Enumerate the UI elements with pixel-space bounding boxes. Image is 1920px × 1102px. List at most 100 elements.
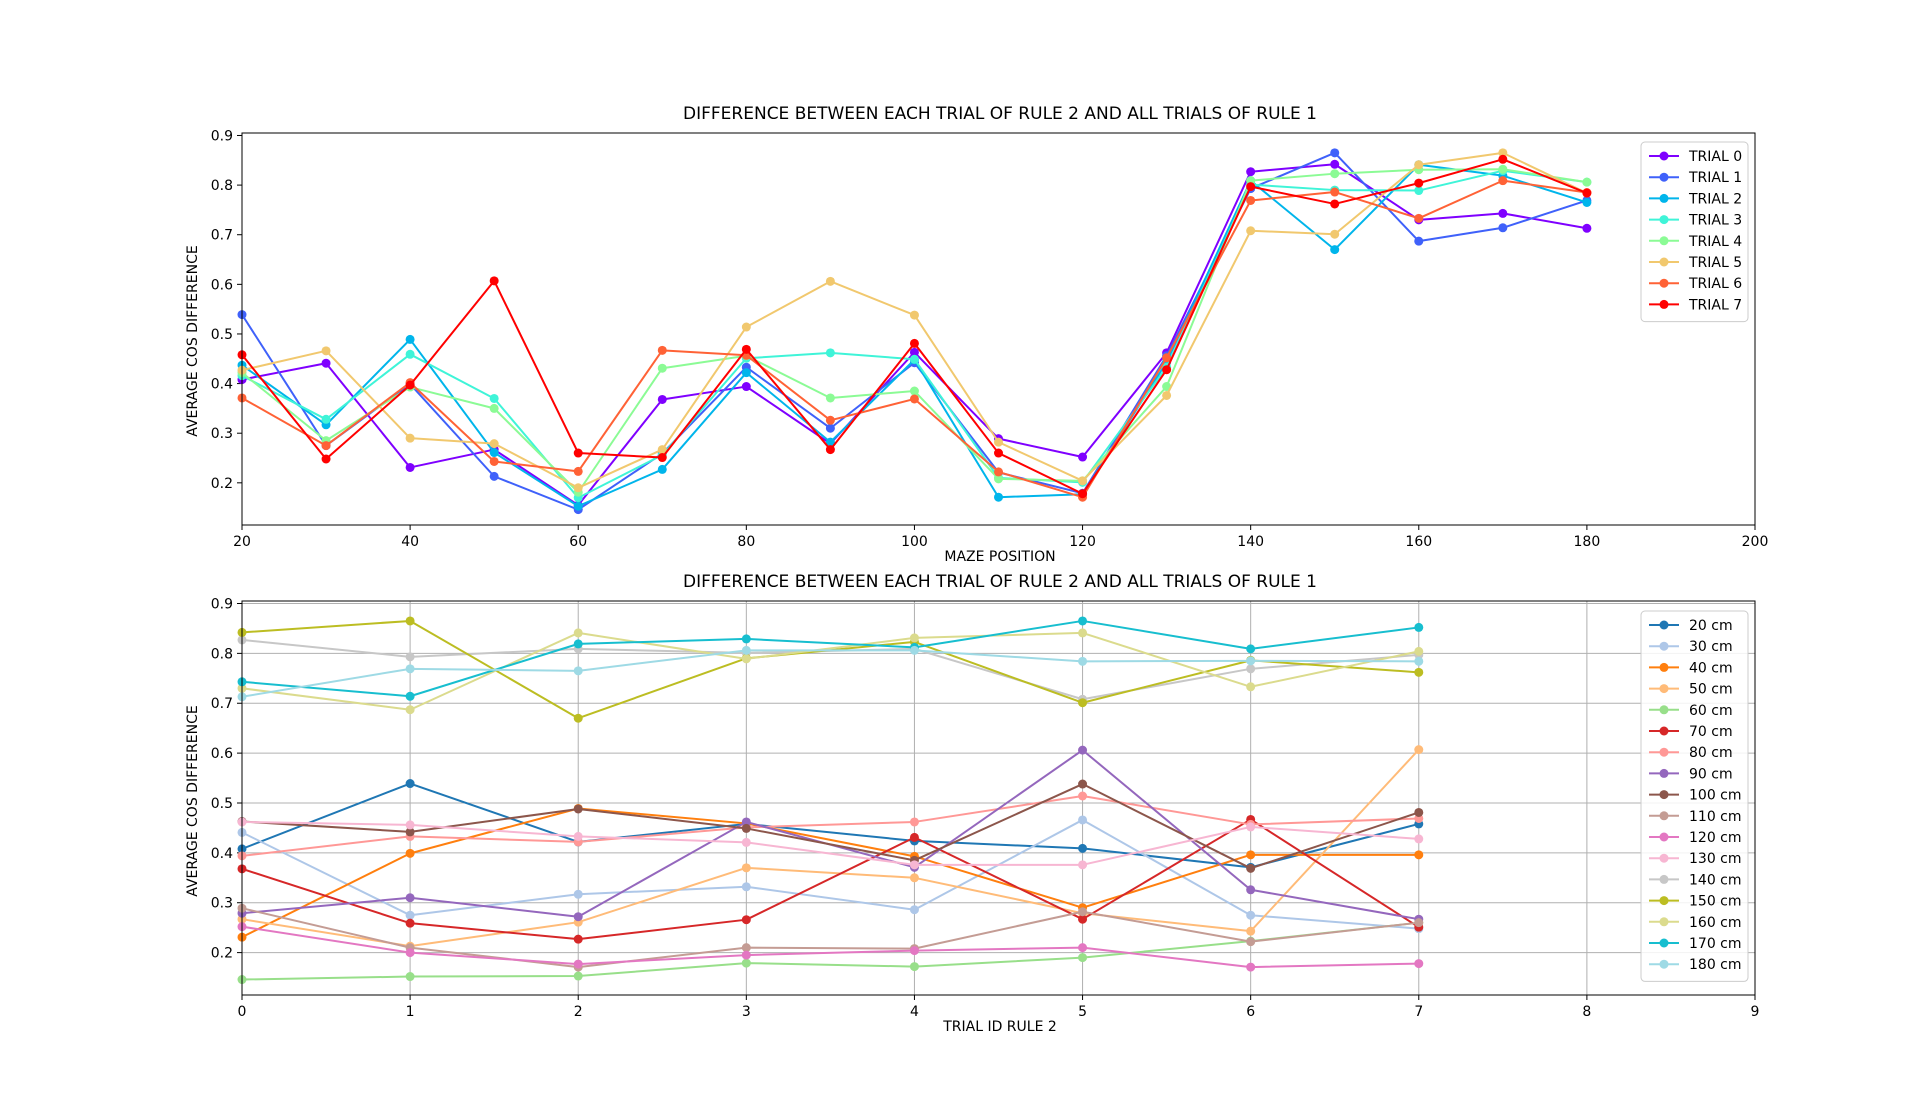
data-point xyxy=(573,959,583,969)
data-point xyxy=(1246,644,1256,654)
data-point xyxy=(909,633,919,643)
y-tick-label: 0.3 xyxy=(211,426,233,442)
legend-entry: 180 cm xyxy=(1649,957,1742,973)
legend-label: 50 cm xyxy=(1689,682,1733,698)
data-point xyxy=(321,414,331,424)
x-tick-label: 5 xyxy=(1078,1004,1087,1020)
y-tick-label: 0.2 xyxy=(211,476,233,492)
legend-marker xyxy=(1659,790,1669,800)
legend-label: TRIAL 0 xyxy=(1688,149,1742,165)
data-point xyxy=(321,441,331,451)
y-tick-label: 0.4 xyxy=(211,377,233,393)
series-trial-1 xyxy=(237,148,1592,515)
data-point xyxy=(1330,187,1340,197)
data-point xyxy=(825,437,835,447)
data-point xyxy=(741,322,751,332)
data-point xyxy=(657,363,667,373)
data-point xyxy=(909,832,919,842)
legend-entry: 170 cm xyxy=(1649,936,1742,952)
data-point xyxy=(1078,943,1088,953)
legend-entry: 140 cm xyxy=(1649,872,1742,888)
data-point xyxy=(405,664,415,674)
series-130-cm xyxy=(237,817,1424,870)
data-point xyxy=(1078,914,1088,924)
series-trial-3 xyxy=(237,166,1592,503)
legend-marker xyxy=(1659,874,1669,884)
data-point xyxy=(909,817,919,827)
legend-label: TRIAL 5 xyxy=(1688,255,1742,271)
data-point xyxy=(1414,178,1424,188)
data-point xyxy=(1078,476,1088,486)
data-point xyxy=(1498,208,1508,218)
data-point xyxy=(741,344,751,354)
series-160-cm xyxy=(237,628,1424,715)
data-point xyxy=(909,962,919,972)
y-axis: 0.2 0.3 0.4 0.5 0.6 0.7 0.8 0.9 xyxy=(211,128,242,492)
series-30-cm xyxy=(237,815,1424,934)
data-point xyxy=(1414,667,1424,677)
data-point xyxy=(1414,622,1424,632)
legend-entry: TRIAL 6 xyxy=(1649,276,1742,292)
data-point xyxy=(405,349,415,359)
data-point xyxy=(657,445,667,455)
legend: TRIAL 0 TRIAL 1 TRIAL 2 TRIAL 3 TRIAL 4 TRIAL… xyxy=(1640,141,1749,323)
legend-marker xyxy=(1659,662,1669,672)
data-point xyxy=(741,837,751,847)
data-point xyxy=(1498,148,1508,158)
legend-label: 60 cm xyxy=(1689,703,1733,719)
data-point xyxy=(405,893,415,903)
data-point xyxy=(1078,815,1088,825)
series-line xyxy=(241,783,1420,870)
series-line xyxy=(241,619,1419,698)
legend-label: TRIAL 4 xyxy=(1688,234,1742,250)
legend-marker xyxy=(1659,236,1669,246)
data-point xyxy=(825,445,835,455)
series-line xyxy=(241,807,1419,939)
plot-frame xyxy=(241,132,1756,526)
series-line xyxy=(241,158,1588,495)
series-line xyxy=(241,921,1419,981)
legend-marker xyxy=(1659,959,1669,969)
series-trial-0 xyxy=(237,159,1592,510)
chart-title: DIFFERENCE BETWEEN EACH TRIAL OF RULE 2 … xyxy=(683,572,1317,592)
data-point xyxy=(573,666,583,676)
data-point xyxy=(741,817,751,827)
x-tick-label: 6 xyxy=(1246,1004,1255,1020)
series-line xyxy=(241,151,1588,489)
x-tick-label: 20 xyxy=(233,534,251,550)
data-point xyxy=(741,863,751,873)
series-line xyxy=(241,649,1419,698)
data-point xyxy=(1414,656,1424,666)
legend-marker xyxy=(1659,832,1669,842)
series-line xyxy=(241,818,1420,941)
data-point xyxy=(489,448,499,458)
legend-marker xyxy=(1659,726,1669,736)
legend-marker xyxy=(1659,917,1669,927)
data-point xyxy=(1498,176,1508,186)
data-point xyxy=(405,433,415,443)
x-axis: 20 40 60 80 100 120 140 160 180 200 xyxy=(233,525,1768,550)
series-trial-7 xyxy=(237,154,1592,499)
x-tick-label: 9 xyxy=(1751,1004,1760,1020)
data-point xyxy=(573,639,583,649)
legend-label: 130 cm xyxy=(1689,851,1742,867)
legend-label: 70 cm xyxy=(1689,724,1733,740)
y-tick-label: 0.8 xyxy=(211,178,233,194)
data-point xyxy=(1078,698,1088,708)
series-100-cm xyxy=(237,779,1424,873)
legend-entry: TRIAL 3 xyxy=(1649,213,1742,229)
data-point xyxy=(1246,962,1256,972)
legend-entry: 80 cm xyxy=(1649,745,1733,761)
chart-trial-id: DIFFERENCE BETWEEN EACH TRIAL OF RULE 2 … xyxy=(185,572,1759,1035)
data-point xyxy=(1246,167,1256,177)
x-tick-label: 1 xyxy=(406,1004,415,1020)
data-point xyxy=(573,912,583,922)
data-point xyxy=(1246,226,1256,236)
data-point xyxy=(1246,822,1256,832)
x-tick-label: 3 xyxy=(742,1004,751,1020)
x-tick-label: 100 xyxy=(901,534,928,550)
y-axis-label: AVERAGE COS DIFFERENCE xyxy=(185,245,201,436)
legend-label: 20 cm xyxy=(1689,618,1733,634)
legend-marker xyxy=(1659,684,1669,694)
